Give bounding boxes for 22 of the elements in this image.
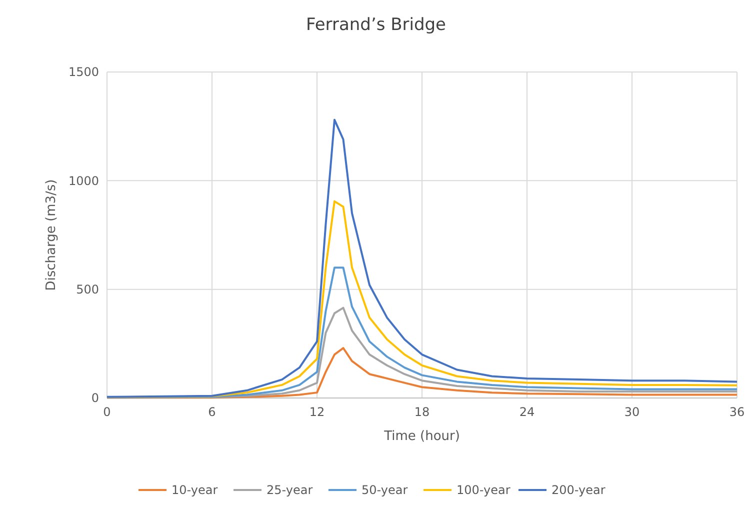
line-series xyxy=(106,266,738,398)
y-tick-label: 1000 xyxy=(68,174,99,188)
y-tick-label: 500 xyxy=(76,282,99,297)
y-axis-title: Discharge (m3/s) xyxy=(44,179,59,291)
x-tick-label: 6 xyxy=(208,405,216,419)
y-tick-label: 1500 xyxy=(68,65,99,80)
line-series xyxy=(106,118,738,398)
x-tick-label: 0 xyxy=(103,405,111,419)
legend-label: 100-year xyxy=(456,483,510,498)
y-tick-label: 0 xyxy=(91,391,99,406)
legend-label: 200-year xyxy=(552,483,606,498)
x-tick-label: 18 xyxy=(414,405,430,419)
legend-label: 10-year xyxy=(172,483,218,498)
legend-label: 50-year xyxy=(362,483,408,498)
x-axis-title: Time (hour) xyxy=(383,429,460,444)
x-tick-label: 12 xyxy=(309,405,325,419)
x-tick-label: 36 xyxy=(729,405,745,419)
x-tick-label: 30 xyxy=(624,405,640,419)
x-tick-label: 24 xyxy=(519,405,535,419)
chart-title: Ferrand’s Bridge xyxy=(306,15,446,35)
line-series xyxy=(106,347,738,399)
legend-label: 25-year xyxy=(266,483,313,498)
